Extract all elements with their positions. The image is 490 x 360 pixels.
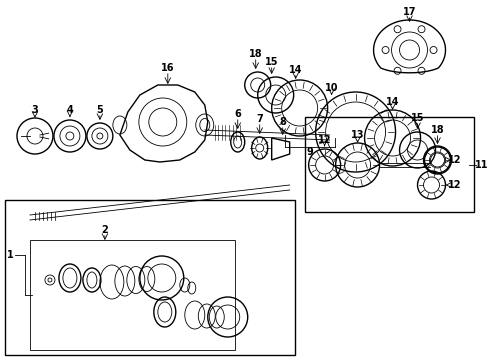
Text: 12: 12: [318, 135, 331, 145]
Bar: [305, 117, 474, 212]
Text: 18: 18: [249, 49, 263, 59]
Bar: [5, 200, 294, 355]
Text: 2: 2: [101, 225, 108, 235]
Text: 14: 14: [289, 65, 302, 75]
Text: 14: 14: [386, 97, 399, 107]
Text: 10: 10: [325, 83, 339, 93]
Text: 3: 3: [31, 105, 38, 115]
Text: 8: 8: [279, 117, 286, 127]
Text: 4: 4: [67, 105, 74, 115]
Text: 12: 12: [448, 155, 461, 165]
Text: 7: 7: [256, 114, 263, 124]
Bar: [30, 240, 235, 350]
Text: 18: 18: [431, 125, 444, 135]
Text: 6: 6: [234, 109, 241, 119]
Text: 13: 13: [351, 130, 365, 140]
Text: 5: 5: [97, 105, 103, 115]
Text: 16: 16: [161, 63, 174, 73]
Text: 12: 12: [448, 180, 461, 190]
Text: 9: 9: [306, 147, 313, 157]
Text: 11: 11: [475, 160, 488, 170]
Text: 1: 1: [6, 250, 13, 260]
Text: 17: 17: [403, 7, 416, 17]
Text: 15: 15: [411, 113, 424, 123]
Text: 15: 15: [265, 57, 278, 67]
